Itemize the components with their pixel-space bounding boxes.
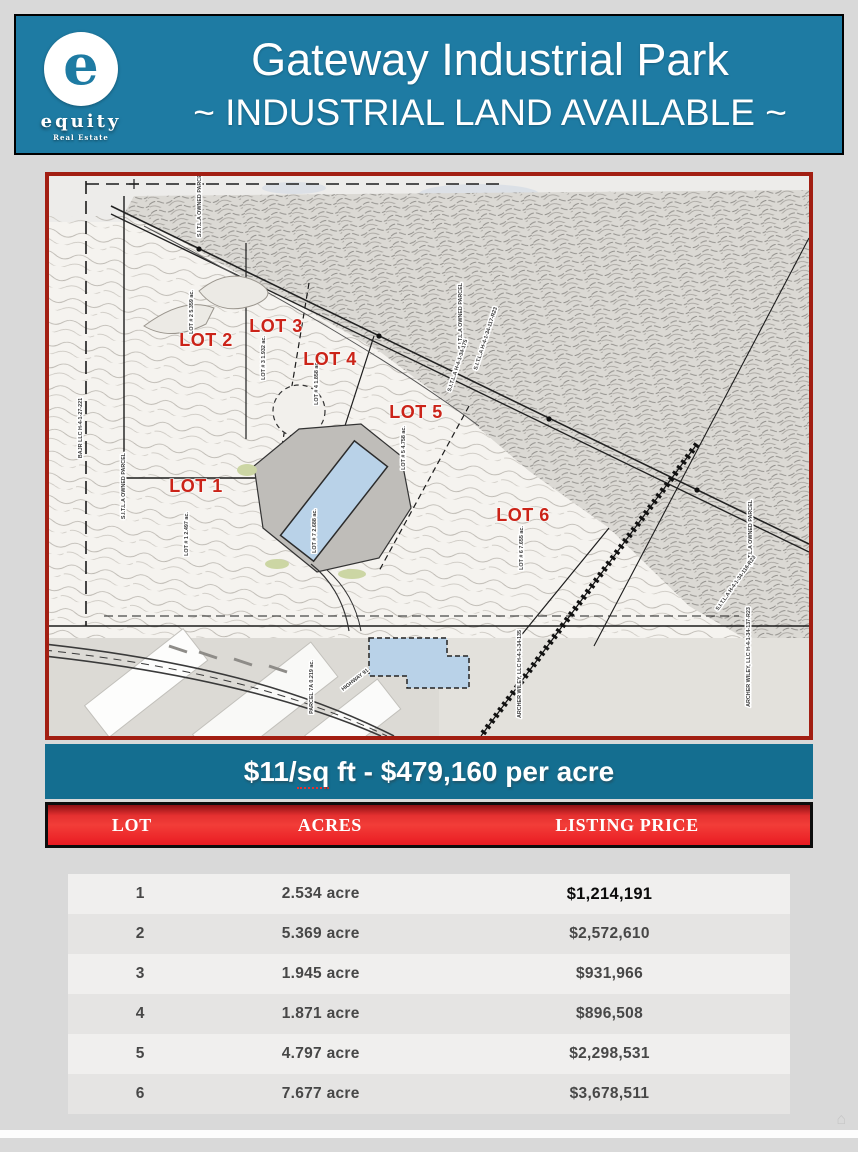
acres-cell: 5.369 acre bbox=[281, 925, 360, 942]
site-plan-drawing: S.I.T.L.A OWNED PARCEL S.I.T.L.A OWNED PA… bbox=[49, 176, 809, 736]
map-parcel-label: S.I.T.L.A OWNED PARCEL bbox=[121, 452, 127, 519]
column-header-listing-price: LISTING PRICE bbox=[555, 814, 699, 835]
acres-cell: 1.871 acre bbox=[281, 1005, 360, 1022]
equity-brand-subtitle: Real Estate bbox=[53, 132, 109, 142]
map-parcel-label: LOT # 6 7.655 ac. bbox=[519, 526, 525, 570]
column-header-lot: LOT bbox=[111, 814, 152, 835]
map-lot-label: LOT 5 bbox=[389, 402, 443, 422]
map-lot-label: LOT 2 bbox=[179, 330, 233, 350]
main-road bbox=[110, 205, 809, 553]
sq-text: sq bbox=[296, 756, 330, 789]
acres-cell: 4.797 acre bbox=[281, 1045, 360, 1062]
equity-logo-letter: e bbox=[63, 31, 99, 98]
lot-cell: 1 bbox=[135, 885, 145, 902]
price-cell: $896,508 bbox=[575, 1005, 644, 1022]
map-lot-label: LOT 6 bbox=[496, 505, 550, 525]
lot-table-row: 5 4.797 acre $2,298,531 bbox=[68, 1034, 790, 1074]
acres-cell: 7.677 acre bbox=[281, 1085, 360, 1102]
existing-building bbox=[368, 637, 470, 689]
price-banner-text: $11/sq ft - $479,160 per acre bbox=[243, 756, 615, 789]
acres-cell: 1.945 acre bbox=[281, 965, 360, 982]
map-parcel-label: LOT # 5 4.758 ac. bbox=[401, 426, 407, 470]
map-parcel-label: LOT # 3 1.932 ac. bbox=[261, 336, 267, 380]
lot-cell: 2 bbox=[135, 925, 145, 942]
lot-table-header: LOT ACRES LISTING PRICE bbox=[45, 802, 813, 848]
map-parcel-label: LOT # 2 5.359 ac. bbox=[189, 290, 195, 334]
site-plan-map: S.I.T.L.A OWNED PARCEL S.I.T.L.A OWNED PA… bbox=[45, 172, 813, 740]
parcel-lines bbox=[49, 179, 809, 647]
lot-cell: 5 bbox=[135, 1045, 145, 1062]
dirt-roads bbox=[143, 275, 269, 335]
acres-cell: 2.534 acre bbox=[281, 885, 360, 902]
lot-table-row: 1 2.534 acre $1,214,191 bbox=[68, 874, 790, 914]
map-parcel-label: S.I.T.L.A OWNED PARCEL bbox=[458, 282, 464, 349]
map-parcel-label: S.I.T.L.A OWNED PARCEL bbox=[748, 499, 754, 566]
price-cell: $2,298,531 bbox=[569, 1045, 650, 1062]
equal-housing-icon: ⌂ bbox=[836, 1111, 846, 1128]
lot-table-body: 1 2.534 acre $1,214,191 2 5.369 acre $2,572,6… bbox=[68, 874, 790, 1114]
map-parcel-label: PARCEL 7A 0.219 ac. bbox=[309, 660, 315, 714]
page-subtitle: ~ INDUSTRIAL LAND AVAILABLE ~ bbox=[193, 92, 787, 134]
contours-hillside bbox=[124, 190, 809, 638]
aerial-strip bbox=[49, 628, 809, 736]
price-cell: $931,966 bbox=[575, 965, 644, 982]
map-parcel-label: S.I.T.L.A OWNED PARCEL bbox=[197, 176, 203, 237]
map-parcel-label: LOT # 7 2.688 ac. bbox=[312, 509, 318, 553]
price-cell: $1,214,191 bbox=[566, 884, 653, 903]
map-parcel-label: LOT # 1 2.497 ac. bbox=[184, 512, 190, 556]
map-lot-label: LOT 3 bbox=[249, 316, 303, 336]
price-banner: $11/sq ft - $479,160 per acre bbox=[45, 744, 813, 799]
map-lot-label: LOT 1 bbox=[169, 476, 223, 496]
lot-table-row: 2 5.369 acre $2,572,610 bbox=[68, 914, 790, 954]
lot-cell: 4 bbox=[135, 1005, 145, 1022]
page-footer: ⌂ bbox=[0, 1111, 858, 1130]
page-title: Gateway Industrial Park bbox=[251, 34, 729, 86]
lot-cell: 3 bbox=[135, 965, 145, 982]
map-parcel-label: LOT # 4 1.858 ac. bbox=[314, 361, 320, 405]
railroad bbox=[478, 442, 700, 736]
equity-logo-circle: e bbox=[44, 31, 118, 106]
header-banner: e equity Real Estate Gateway Industrial … bbox=[14, 14, 844, 155]
lot-cell: 6 bbox=[135, 1085, 145, 1102]
proposed-building bbox=[279, 439, 389, 563]
map-parcel-label: ARCHER WILEY, LLC H-4-1-34-135 bbox=[517, 630, 523, 718]
page-bottom-strip bbox=[0, 1130, 858, 1138]
lot-table-row: 3 1.945 acre $931,966 bbox=[68, 954, 790, 994]
lot-table-row: 6 7.677 acre $3,678,511 bbox=[68, 1074, 790, 1114]
price-cell: $3,678,511 bbox=[569, 1085, 650, 1102]
map-lot-label: LOT 4 bbox=[303, 349, 357, 369]
price-cell: $2,572,610 bbox=[569, 925, 650, 942]
highway-91-road bbox=[49, 643, 395, 736]
column-header-acres: ACRES bbox=[297, 814, 362, 835]
equity-brand-name: equity bbox=[40, 110, 122, 132]
lot-table-row: 4 1.871 acre $896,508 bbox=[68, 994, 790, 1034]
map-parcel-label: BAJR LLC H-4-1-27-221 bbox=[78, 398, 84, 458]
map-parcel-label: ARCHER WILEY, LLC H-4-1-34-137-R23 bbox=[746, 607, 752, 707]
equity-logo: e equity Real Estate bbox=[16, 28, 146, 142]
